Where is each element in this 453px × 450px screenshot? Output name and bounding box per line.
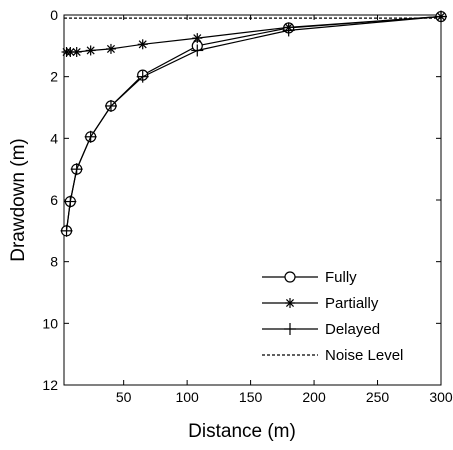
y-axis-title: Drawdown (m) [8,138,29,262]
x-tick-label: 300 [429,389,453,405]
data-point [192,33,203,44]
data-point [64,195,77,208]
x-axis-title: Distance (m) [188,421,296,442]
data-point [65,47,76,57]
x-tick-label: 150 [239,389,263,405]
data-point [137,39,148,50]
y-tick-label: 12 [42,377,58,393]
data-point [282,24,295,37]
legend-label-0: Fully [325,269,357,286]
legend-label-3: Noise Level [325,347,403,364]
legend-label-1: Partially [325,295,379,312]
data-point [60,224,73,237]
data-point [71,47,82,57]
data-point [104,99,117,112]
data-point [85,45,96,56]
x-tick-label: 50 [116,389,132,405]
legend-label-2: Delayed [325,321,380,338]
y-tick-label: 10 [42,315,58,331]
y-tick-label: 4 [50,130,58,146]
data-point [105,43,116,54]
x-tick-label: 250 [366,389,390,405]
data-point [70,163,83,176]
data-point [136,70,149,83]
legend-marker-2 [284,323,296,335]
legend-marker-1 [285,298,295,308]
series-line-2 [65,15,442,231]
data-point [84,130,97,143]
x-tick-label: 100 [175,389,199,405]
y-tick-label: 2 [50,69,58,85]
data-point [435,10,447,23]
plot-frame [63,14,442,386]
series-line-0 [65,15,442,231]
data-point [191,44,204,57]
legend-marker-0 [284,271,296,283]
y-tick-label: 8 [50,254,58,270]
y-tick-label: 6 [50,192,58,208]
y-tick-label: 0 [50,7,58,23]
x-tick-label: 200 [302,389,326,405]
